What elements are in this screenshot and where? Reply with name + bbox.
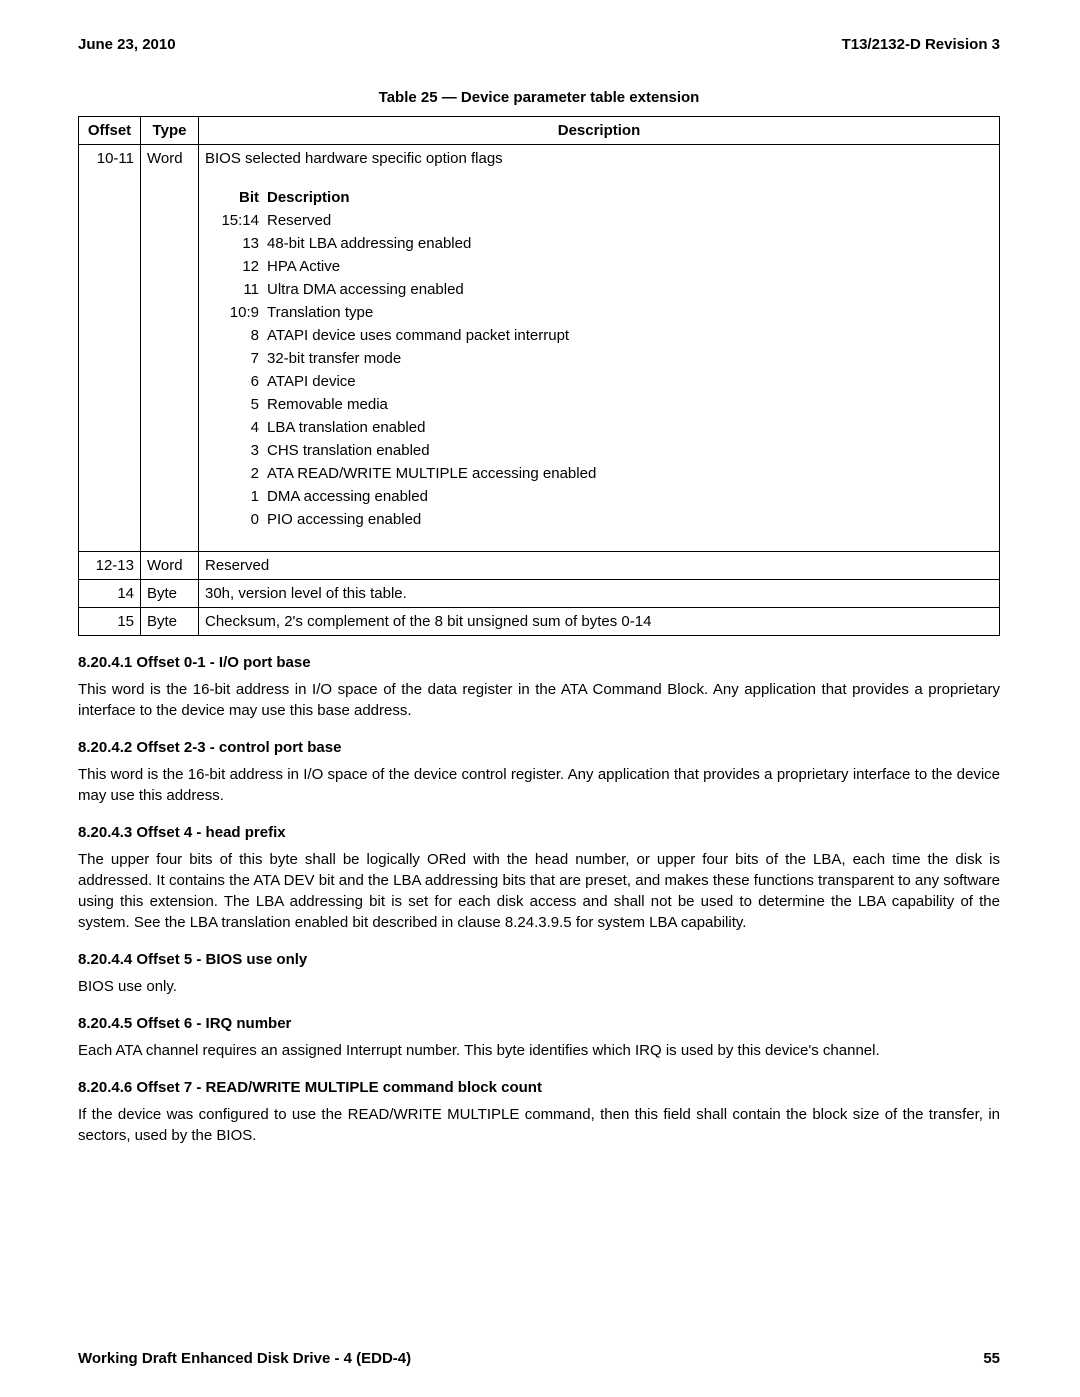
bit-desc: ATA READ/WRITE MULTIPLE accessing enable…: [267, 463, 993, 484]
bit-desc: DMA accessing enabled: [267, 486, 993, 507]
bit-num: 6: [219, 371, 267, 392]
bit-num: 0: [219, 509, 267, 530]
section: 8.20.4.6 Offset 7 - READ/WRITE MULTIPLE …: [78, 1077, 1000, 1146]
bit-row: 10:9Translation type: [219, 302, 993, 323]
bit-desc: HPA Active: [267, 256, 993, 277]
bit-num: 10:9: [219, 302, 267, 323]
bit-num: 12: [219, 256, 267, 277]
bit-intro: BIOS selected hardware specific option f…: [205, 148, 993, 169]
col-header-type: Type: [141, 117, 199, 145]
bit-num: 1: [219, 486, 267, 507]
cell-offset: 10-11: [79, 145, 141, 552]
section-title: 8.20.4.6 Offset 7 - READ/WRITE MULTIPLE …: [78, 1077, 1000, 1098]
bit-num: 5: [219, 394, 267, 415]
bit-row: 1348-bit LBA addressing enabled: [219, 233, 993, 254]
section-body: Each ATA channel requires an assigned In…: [78, 1040, 1000, 1061]
bit-desc: ATAPI device: [267, 371, 993, 392]
bit-num: 3: [219, 440, 267, 461]
bit-row: 11Ultra DMA accessing enabled: [219, 279, 993, 300]
section: 8.20.4.5 Offset 6 - IRQ number Each ATA …: [78, 1013, 1000, 1061]
bit-desc: 48-bit LBA addressing enabled: [267, 233, 993, 254]
bit-row: 15:14Reserved: [219, 210, 993, 231]
bit-row: 5Removable media: [219, 394, 993, 415]
bit-row: 8ATAPI device uses command packet interr…: [219, 325, 993, 346]
bit-header-row: Bit Description: [219, 187, 993, 208]
cell-description: BIOS selected hardware specific option f…: [199, 145, 1000, 552]
cell-offset: 14: [79, 580, 141, 608]
table-row-main: 10-11 Word BIOS selected hardware specif…: [79, 145, 1000, 552]
col-header-offset: Offset: [79, 117, 141, 145]
bit-header-bit: Bit: [219, 187, 267, 208]
bit-table: Bit Description 15:14Reserved 1348-bit L…: [219, 187, 993, 530]
cell-type: Word: [141, 145, 199, 552]
header-date: June 23, 2010: [78, 34, 176, 55]
bit-row: 0PIO accessing enabled: [219, 509, 993, 530]
bit-desc: Translation type: [267, 302, 993, 323]
bit-desc: PIO accessing enabled: [267, 509, 993, 530]
section-body: BIOS use only.: [78, 976, 1000, 997]
bit-desc: Ultra DMA accessing enabled: [267, 279, 993, 300]
table-row: 15 Byte Checksum, 2's complement of the …: [79, 608, 1000, 636]
cell-description: Checksum, 2's complement of the 8 bit un…: [199, 608, 1000, 636]
cell-description: 30h, version level of this table.: [199, 580, 1000, 608]
cell-description: Reserved: [199, 552, 1000, 580]
bit-row: 2ATA READ/WRITE MULTIPLE accessing enabl…: [219, 463, 993, 484]
section-body: The upper four bits of this byte shall b…: [78, 849, 1000, 933]
section-body: This word is the 16-bit address in I/O s…: [78, 764, 1000, 806]
bit-num: 13: [219, 233, 267, 254]
bit-desc: 32-bit transfer mode: [267, 348, 993, 369]
bit-num: 8: [219, 325, 267, 346]
section-title: 8.20.4.2 Offset 2-3 - control port base: [78, 737, 1000, 758]
bit-row: 1DMA accessing enabled: [219, 486, 993, 507]
footer-title: Working Draft Enhanced Disk Drive - 4 (E…: [78, 1348, 411, 1369]
bit-desc: CHS translation enabled: [267, 440, 993, 461]
bit-desc: Removable media: [267, 394, 993, 415]
page-footer: Working Draft Enhanced Disk Drive - 4 (E…: [78, 1348, 1000, 1369]
table-row: 12-13 Word Reserved: [79, 552, 1000, 580]
bit-header-desc: Description: [267, 187, 993, 208]
table-row: 14 Byte 30h, version level of this table…: [79, 580, 1000, 608]
device-param-table: Offset Type Description 10-11 Word BIOS …: [78, 116, 1000, 636]
section: 8.20.4.2 Offset 2-3 - control port base …: [78, 737, 1000, 806]
bit-num: 7: [219, 348, 267, 369]
cell-type: Byte: [141, 580, 199, 608]
cell-type: Byte: [141, 608, 199, 636]
section-title: 8.20.4.5 Offset 6 - IRQ number: [78, 1013, 1000, 1034]
bit-row: 12HPA Active: [219, 256, 993, 277]
section: 8.20.4.1 Offset 0-1 - I/O port base This…: [78, 652, 1000, 721]
footer-page-number: 55: [983, 1348, 1000, 1369]
bit-desc: Reserved: [267, 210, 993, 231]
bit-num: 2: [219, 463, 267, 484]
section-title: 8.20.4.3 Offset 4 - head prefix: [78, 822, 1000, 843]
section-body: This word is the 16-bit address in I/O s…: [78, 679, 1000, 721]
cell-offset: 12-13: [79, 552, 141, 580]
page-header: June 23, 2010 T13/2132-D Revision 3: [78, 34, 1000, 55]
section: 8.20.4.4 Offset 5 - BIOS use only BIOS u…: [78, 949, 1000, 997]
bit-desc: ATAPI device uses command packet interru…: [267, 325, 993, 346]
section-title: 8.20.4.4 Offset 5 - BIOS use only: [78, 949, 1000, 970]
bit-row: 4LBA translation enabled: [219, 417, 993, 438]
header-doc-id: T13/2132-D Revision 3: [842, 34, 1000, 55]
table-header-row: Offset Type Description: [79, 117, 1000, 145]
bit-num: 15:14: [219, 210, 267, 231]
section: 8.20.4.3 Offset 4 - head prefix The uppe…: [78, 822, 1000, 933]
cell-offset: 15: [79, 608, 141, 636]
bit-row: 3CHS translation enabled: [219, 440, 993, 461]
section-body: If the device was configured to use the …: [78, 1104, 1000, 1146]
page: June 23, 2010 T13/2132-D Revision 3 Tabl…: [0, 0, 1080, 1397]
cell-type: Word: [141, 552, 199, 580]
bit-row: 732-bit transfer mode: [219, 348, 993, 369]
bit-row: 6ATAPI device: [219, 371, 993, 392]
col-header-description: Description: [199, 117, 1000, 145]
bit-num: 11: [219, 279, 267, 300]
section-title: 8.20.4.1 Offset 0-1 - I/O port base: [78, 652, 1000, 673]
bit-num: 4: [219, 417, 267, 438]
table-caption: Table 25 — Device parameter table extens…: [78, 87, 1000, 108]
bit-desc: LBA translation enabled: [267, 417, 993, 438]
